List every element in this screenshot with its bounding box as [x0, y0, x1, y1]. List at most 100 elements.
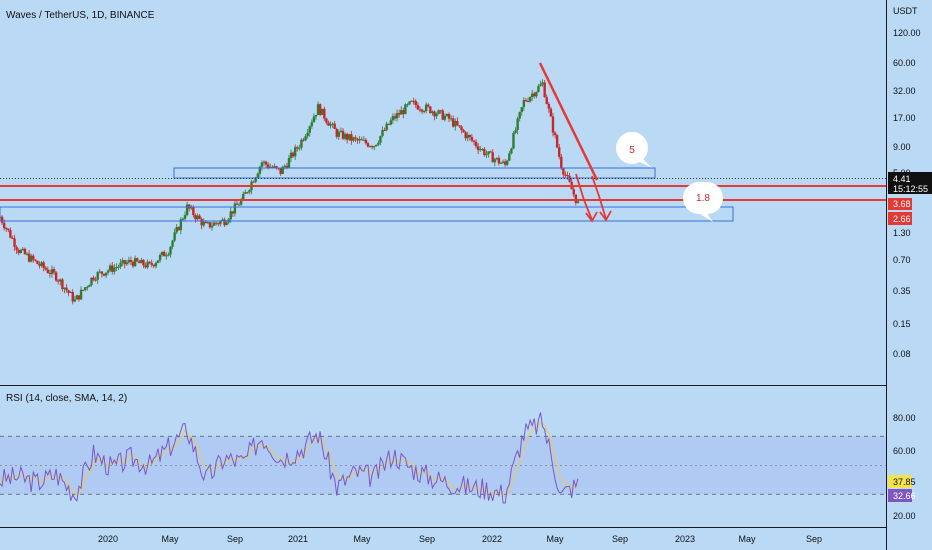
callout-bubble-upper[interactable]: 5: [615, 132, 652, 168]
price-tick: 0.35: [893, 286, 911, 296]
candle-body: [69, 291, 72, 293]
candle-body: [248, 190, 251, 193]
candle-body: [121, 260, 124, 263]
candle-body: [9, 230, 12, 238]
candle-body: [431, 111, 434, 114]
bubble-upper-text: 5: [629, 145, 635, 156]
price-tick: 17.00: [893, 113, 916, 123]
candle-body: [372, 146, 376, 148]
candle-body: [239, 199, 243, 205]
candle-body: [385, 123, 388, 131]
candle-body: [65, 287, 68, 291]
candle-body: [437, 110, 440, 114]
candle-body: [32, 255, 35, 260]
candle-body: [541, 82, 544, 85]
last-price-value: 4.41: [893, 174, 911, 184]
candle-body: [217, 223, 220, 225]
support-zone[interactable]: [0, 206, 734, 222]
candle-body: [50, 269, 54, 275]
candle-body: [566, 175, 569, 177]
candle-body: [154, 262, 158, 267]
candle-body: [389, 120, 393, 125]
time-axis[interactable]: 2020 May Sep 2021 May Sep 2022 May Sep 2…: [98, 534, 822, 544]
candle-body: [352, 137, 355, 141]
candle-body: [439, 110, 442, 112]
candle-body: [424, 104, 428, 112]
candle-body: [574, 194, 578, 204]
candle-body: [104, 272, 108, 276]
downtrend-line[interactable]: [538, 62, 599, 181]
rsi-value-badge: 37.85: [888, 475, 916, 488]
candle-body: [92, 277, 95, 280]
candle-body: [296, 147, 299, 149]
candle-body: [94, 279, 97, 281]
candle-body: [293, 147, 297, 157]
candle-body: [562, 168, 565, 175]
candle-body: [514, 130, 517, 133]
candle-body: [445, 113, 449, 116]
rsi-tick: 20.00: [893, 511, 916, 521]
time-label: 2020: [98, 534, 118, 544]
candle-body: [435, 113, 438, 117]
candle-body: [48, 272, 52, 275]
candle-body: [57, 280, 60, 282]
rsi-axis[interactable]: 80.00 60.00 20.00: [893, 413, 916, 521]
candle-body: [138, 261, 141, 264]
candle-body: [348, 134, 351, 140]
candle-body: [264, 161, 268, 165]
candle-body: [558, 147, 561, 157]
projection-arrow-1[interactable]: [575, 173, 593, 221]
lower-level-value: 2.66: [893, 214, 911, 224]
candle-body: [225, 222, 228, 226]
candle-body: [148, 261, 151, 263]
candle-body: [129, 259, 133, 262]
candle-body: [150, 262, 153, 265]
candle-body: [260, 162, 264, 167]
candle-body: [52, 269, 56, 273]
candle-body: [572, 189, 575, 195]
price-tick: 32.00: [893, 86, 916, 96]
candle-body: [510, 148, 513, 154]
candle-body: [454, 120, 457, 127]
candle-body: [506, 160, 509, 165]
time-label: May: [353, 534, 371, 544]
time-label: May: [161, 534, 179, 544]
projection-arrow-2[interactable]: [591, 175, 607, 220]
candle-body: [443, 115, 447, 120]
candle-body: [79, 289, 83, 300]
price-tick: 0.70: [893, 255, 911, 265]
candle-body: [462, 130, 465, 133]
candle-body: [493, 159, 496, 163]
candle-body: [273, 166, 276, 168]
candle-body: [179, 219, 183, 231]
chart-title: Waves / TetherUS, 1D, BINANCE: [6, 10, 155, 21]
candle-body: [0, 216, 4, 223]
candle-body: [375, 144, 378, 147]
candle-body: [487, 151, 490, 155]
candle-body: [71, 291, 74, 302]
candle-body: [321, 108, 324, 115]
resistance-zone[interactable]: [173, 167, 656, 179]
candle-body: [362, 139, 365, 141]
candle-body: [119, 262, 122, 267]
candle-body: [140, 259, 143, 264]
candle-body: [512, 132, 515, 149]
candle-body: [254, 177, 257, 182]
candle-body: [81, 289, 85, 291]
candle-body: [86, 286, 89, 288]
candle-body: [11, 237, 14, 239]
candle-body: [133, 258, 137, 267]
candle-body: [173, 232, 176, 241]
candle-body: [560, 156, 563, 169]
candle-body: [285, 165, 289, 168]
callout-bubble-lower[interactable]: 1.8: [683, 182, 723, 222]
candle-body: [84, 287, 87, 290]
candle-body: [318, 104, 322, 115]
candle-body: [5, 228, 8, 230]
candle-body: [314, 115, 318, 117]
candle-body: [416, 105, 420, 110]
candle-body: [136, 258, 139, 262]
candle-body: [160, 251, 164, 255]
candle-body: [34, 259, 37, 261]
